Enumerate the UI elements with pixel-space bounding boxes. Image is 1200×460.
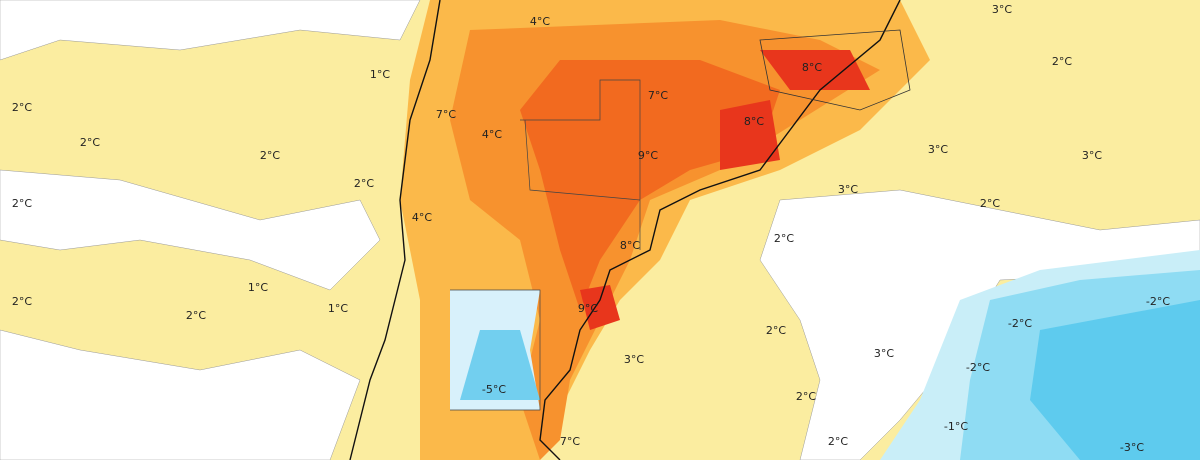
temperature-label: 2°C xyxy=(980,197,1000,210)
temperature-labels: 4°C 3°C 1°C 2°C 8°C 2°C 7°C 7°C 2°C 4°C 8°C 2°C 9°C 3… xyxy=(12,3,1170,454)
temperature-label: -2°C xyxy=(1008,317,1032,330)
warm-land xyxy=(400,0,930,460)
temperature-label: 2°C xyxy=(774,232,794,245)
temperature-label: 1°C xyxy=(370,68,390,81)
temperature-label: 8°C xyxy=(620,239,640,252)
temperature-label: 3°C xyxy=(992,3,1012,16)
temperature-label: 2°C xyxy=(12,197,32,210)
temperature-label: 3°C xyxy=(838,183,858,196)
temperature-label: 9°C xyxy=(578,302,598,315)
temperature-label: 4°C xyxy=(482,128,502,141)
temperature-label: -2°C xyxy=(966,361,990,374)
temperature-label: 3°C xyxy=(624,353,644,366)
temperature-label: 2°C xyxy=(796,390,816,403)
temperature-label: 7°C xyxy=(648,89,668,102)
temperature-label: 2°C xyxy=(80,136,100,149)
temperature-label: 4°C xyxy=(530,15,550,28)
temperature-label: 8°C xyxy=(802,61,822,74)
cold-patagonia xyxy=(450,290,540,410)
temperature-label: -1°C xyxy=(944,420,968,433)
temperature-label: 1°C xyxy=(248,281,268,294)
temperature-label: 2°C xyxy=(1052,55,1072,68)
temperature-label: 9°C xyxy=(638,149,658,162)
temperature-label: 8°C xyxy=(744,115,764,128)
blue-ocean xyxy=(880,250,1200,460)
coastlines xyxy=(349,0,911,460)
temperature-label: 3°C xyxy=(1082,149,1102,162)
temperature-label: 4°C xyxy=(412,211,432,224)
temperature-label: -3°C xyxy=(1120,441,1144,454)
temperature-label: -5°C xyxy=(482,383,506,396)
temperature-label: 2°C xyxy=(186,309,206,322)
temperature-label: 2°C xyxy=(12,295,32,308)
temperature-label: 2°C xyxy=(260,149,280,162)
temperature-label: 2°C xyxy=(766,324,786,337)
temperature-label: 3°C xyxy=(874,347,894,360)
temperature-label: 2°C xyxy=(828,435,848,448)
temperature-label: -2°C xyxy=(1146,295,1170,308)
temperature-label: 2°C xyxy=(12,101,32,114)
temperature-label: 7°C xyxy=(560,435,580,448)
temperature-label: 1°C xyxy=(328,302,348,315)
temperature-label: 3°C xyxy=(928,143,948,156)
temperature-label: 2°C xyxy=(354,177,374,190)
temperature-label: 7°C xyxy=(436,108,456,121)
